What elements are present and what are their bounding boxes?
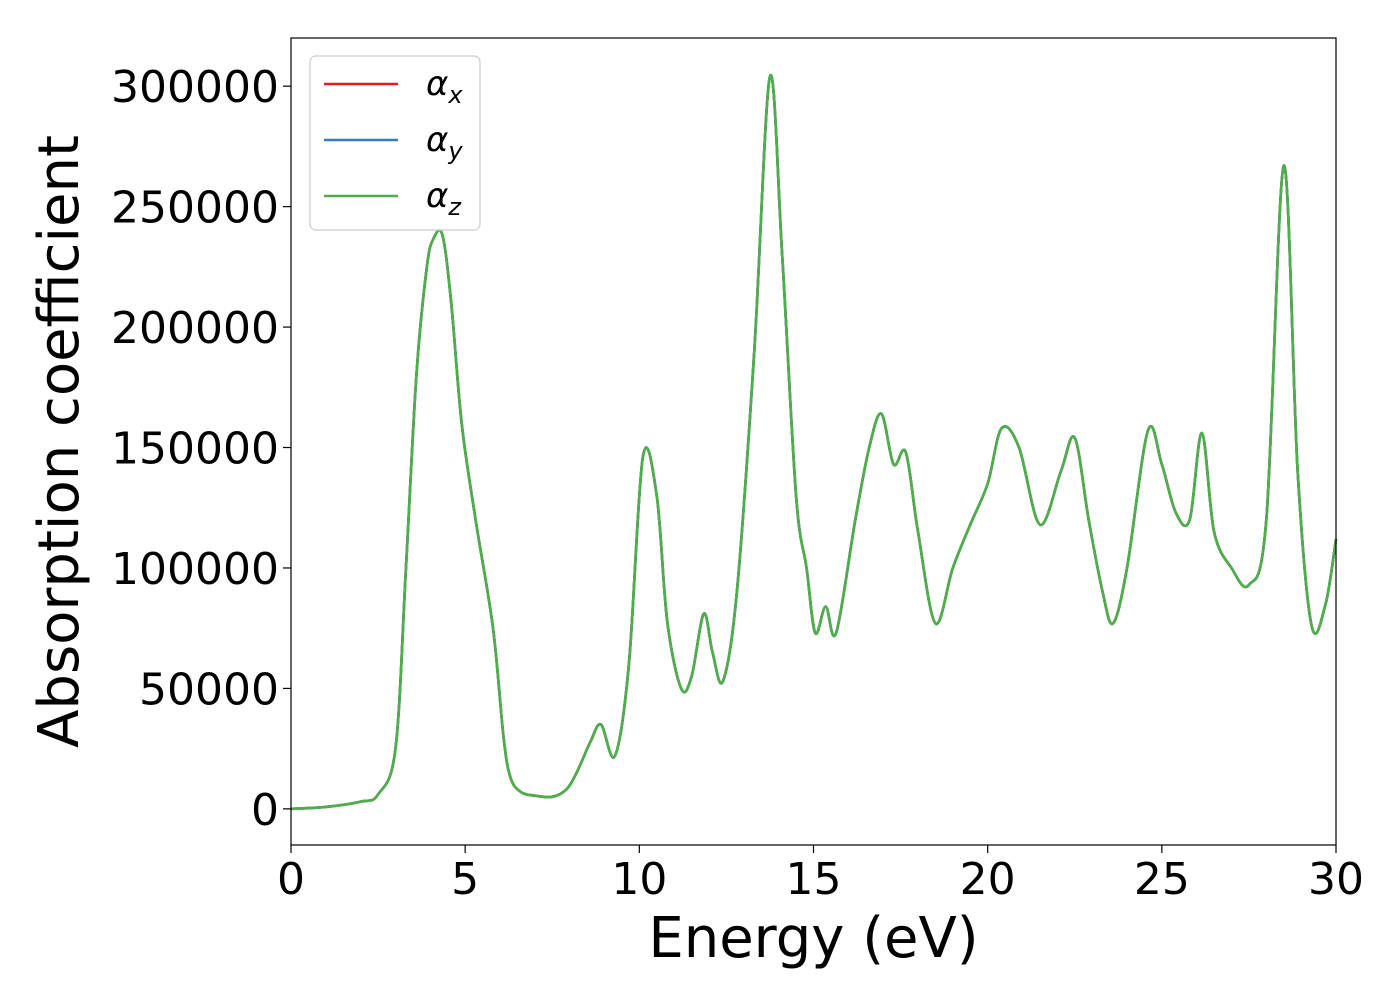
x-tick-label: 15 <box>786 854 842 905</box>
x-tick-label: 30 <box>1308 854 1364 905</box>
x-tick-label: 25 <box>1134 854 1190 905</box>
x-tick-label: 10 <box>611 854 667 905</box>
y-axis-label: Absorption coefficient <box>27 135 92 748</box>
y-tick-label: 100000 <box>111 544 279 595</box>
y-tick-label: 0 <box>251 785 279 836</box>
y-axis-ticks: 0 50000 100000 150000 200000 250000 300000 <box>111 62 291 836</box>
y-tick-label: 250000 <box>111 183 279 234</box>
x-axis-label: Energy (eV) <box>648 906 978 971</box>
legend-box <box>309 55 481 231</box>
x-tick-label: 5 <box>451 854 479 905</box>
y-tick-label: 300000 <box>111 62 279 113</box>
y-tick-label: 50000 <box>139 664 279 715</box>
series-line-z <box>290 73 1338 811</box>
y-tick-label: 200000 <box>111 303 279 354</box>
x-axis-ticks: 0 5 10 15 20 25 30 <box>277 845 1364 905</box>
y-tick-label: 150000 <box>111 424 279 475</box>
series-layer <box>290 73 1338 811</box>
legend-label-z: αz <box>426 176 462 221</box>
x-tick-label: 20 <box>960 854 1016 905</box>
x-tick-label: 0 <box>277 854 305 905</box>
